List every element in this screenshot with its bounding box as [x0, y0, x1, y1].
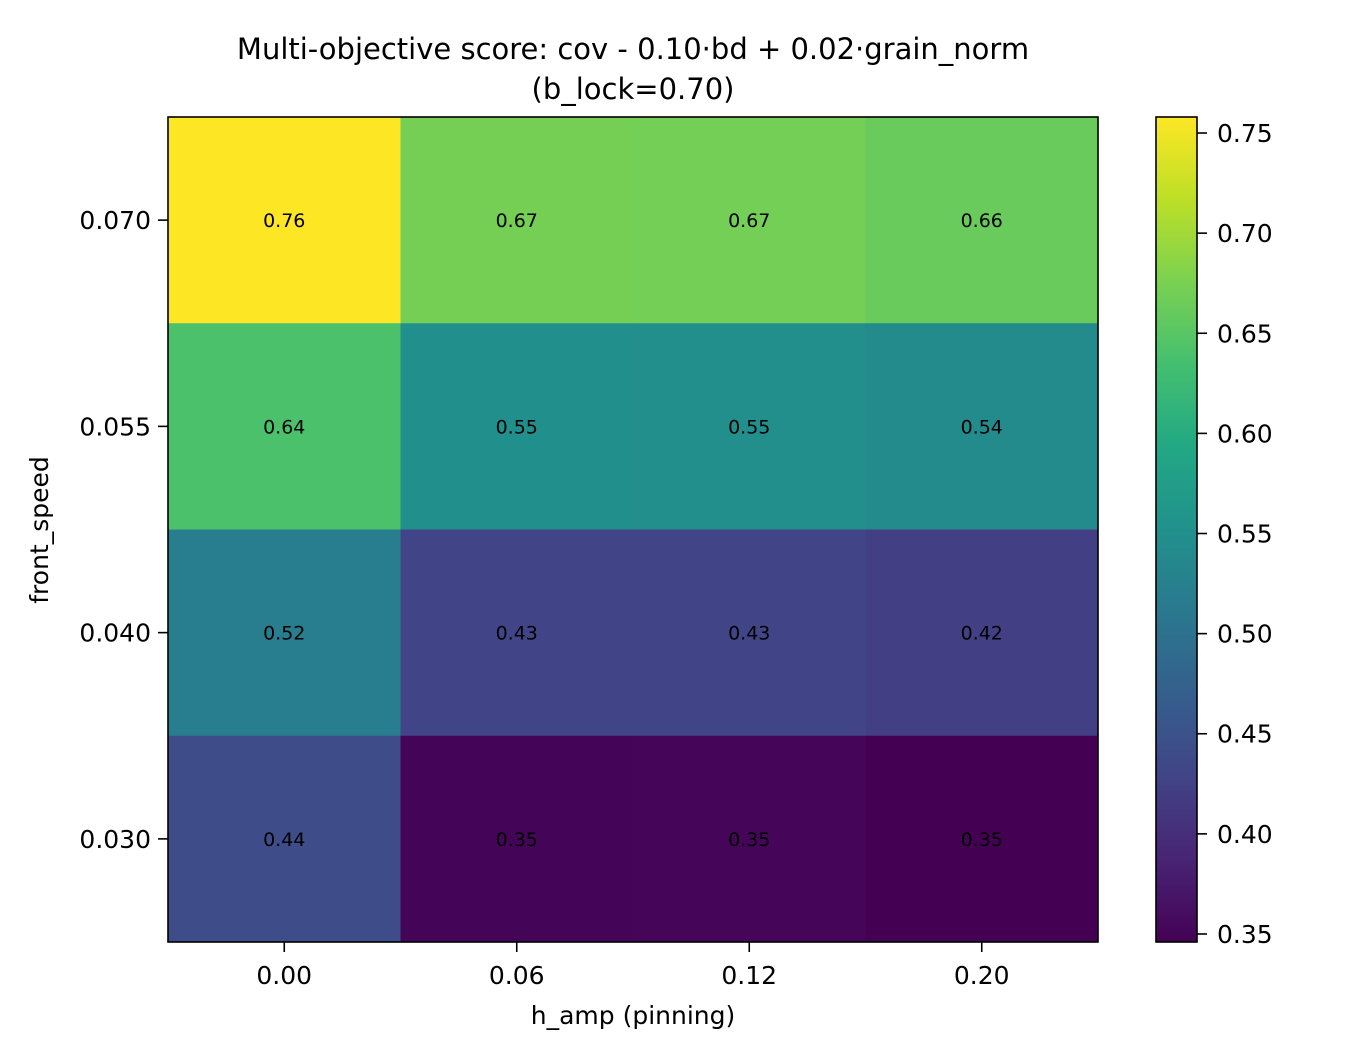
x-tick-label: 0.12: [721, 961, 777, 990]
y-tick-label: 0.040: [79, 619, 151, 648]
heatmap-cell: [400, 529, 634, 737]
y-axis-label: front_speed: [25, 456, 54, 604]
heatmap-cell: [633, 323, 866, 530]
cell-value-label: 0.55: [728, 416, 770, 438]
heatmap-cell: [633, 735, 866, 943]
cell-value-label: 0.64: [263, 416, 305, 438]
cell-value-label: 0.55: [496, 416, 538, 438]
cell-value-label: 0.35: [961, 829, 1003, 851]
heatmap-cell: [865, 117, 1099, 324]
cell-value-label: 0.35: [728, 829, 770, 851]
colorbar-tick-label: 0.35: [1217, 920, 1273, 949]
cell-value-label: 0.54: [961, 416, 1003, 438]
colorbar-tick-label: 0.70: [1217, 219, 1273, 248]
x-tick-label: 0.06: [489, 961, 545, 990]
cell-value-label: 0.66: [961, 210, 1003, 232]
y-tick-label: 0.055: [79, 412, 151, 441]
cell-value-label: 0.67: [496, 210, 538, 232]
heatmap-cell: [168, 735, 401, 943]
cell-value-label: 0.35: [496, 829, 538, 851]
colorbar-tick-label: 0.50: [1217, 620, 1273, 649]
cell-value-label: 0.43: [496, 623, 538, 645]
heatmap-cell: [865, 735, 1099, 943]
heatmap-cell: [633, 529, 866, 737]
heatmap-cell: [400, 735, 634, 943]
heatmap-cell: [400, 323, 634, 530]
heatmap-cell: [168, 529, 401, 737]
colorbar-tick-label: 0.55: [1217, 520, 1273, 549]
heatmap-cell: [865, 529, 1099, 737]
chart-title: Multi-objective score: cov - 0.10·bd + 0…: [237, 32, 1029, 66]
cell-value-label: 0.42: [961, 623, 1003, 645]
colorbar-tick-label: 0.65: [1217, 319, 1273, 348]
x-tick-label: 0.20: [954, 961, 1010, 990]
colorbar-tick-label: 0.40: [1217, 820, 1273, 849]
colorbar-tick-label: 0.75: [1217, 119, 1273, 148]
x-tick-label: 0.00: [256, 961, 312, 990]
colorbar-tick-label: 0.45: [1217, 720, 1273, 749]
heatmap-cells: [168, 117, 1099, 943]
x-axis-label: h_amp (pinning): [531, 1001, 736, 1030]
cell-value-label: 0.67: [728, 210, 770, 232]
colorbar-tick-label: 0.60: [1217, 419, 1273, 448]
y-tick-label: 0.070: [79, 206, 151, 235]
cell-value-label: 0.43: [728, 623, 770, 645]
cell-value-label: 0.44: [263, 829, 305, 851]
heatmap-cell: [400, 117, 634, 324]
cell-value-label: 0.76: [263, 210, 305, 232]
cell-value-label: 0.52: [263, 623, 305, 645]
heatmap-cell: [168, 323, 401, 530]
heatmap-cell: [633, 117, 866, 324]
heatmap-cell: [865, 323, 1099, 530]
heatmap-cell-labels: 0.76 0.67 0.67 0.66 0.64 0.55 0.55 0.54 0.52 0.43…: [263, 210, 1003, 851]
plot-frame: [167, 116, 1099, 943]
colorbar-ticks: 0.35 0.40 0.45 0.50 0.55 0.60 0.65 0.70 0.75: [1197, 119, 1273, 949]
heatmap-cell: [168, 117, 401, 324]
x-axis-ticks: 0.00 0.06 0.12 0.20: [256, 942, 1010, 990]
chart-subtitle: (b_lock=0.70): [532, 72, 735, 106]
colorbar: [1155, 116, 1198, 943]
y-tick-label: 0.030: [79, 825, 151, 854]
y-axis-ticks: 0.070 0.055 0.040 0.030: [79, 206, 168, 854]
